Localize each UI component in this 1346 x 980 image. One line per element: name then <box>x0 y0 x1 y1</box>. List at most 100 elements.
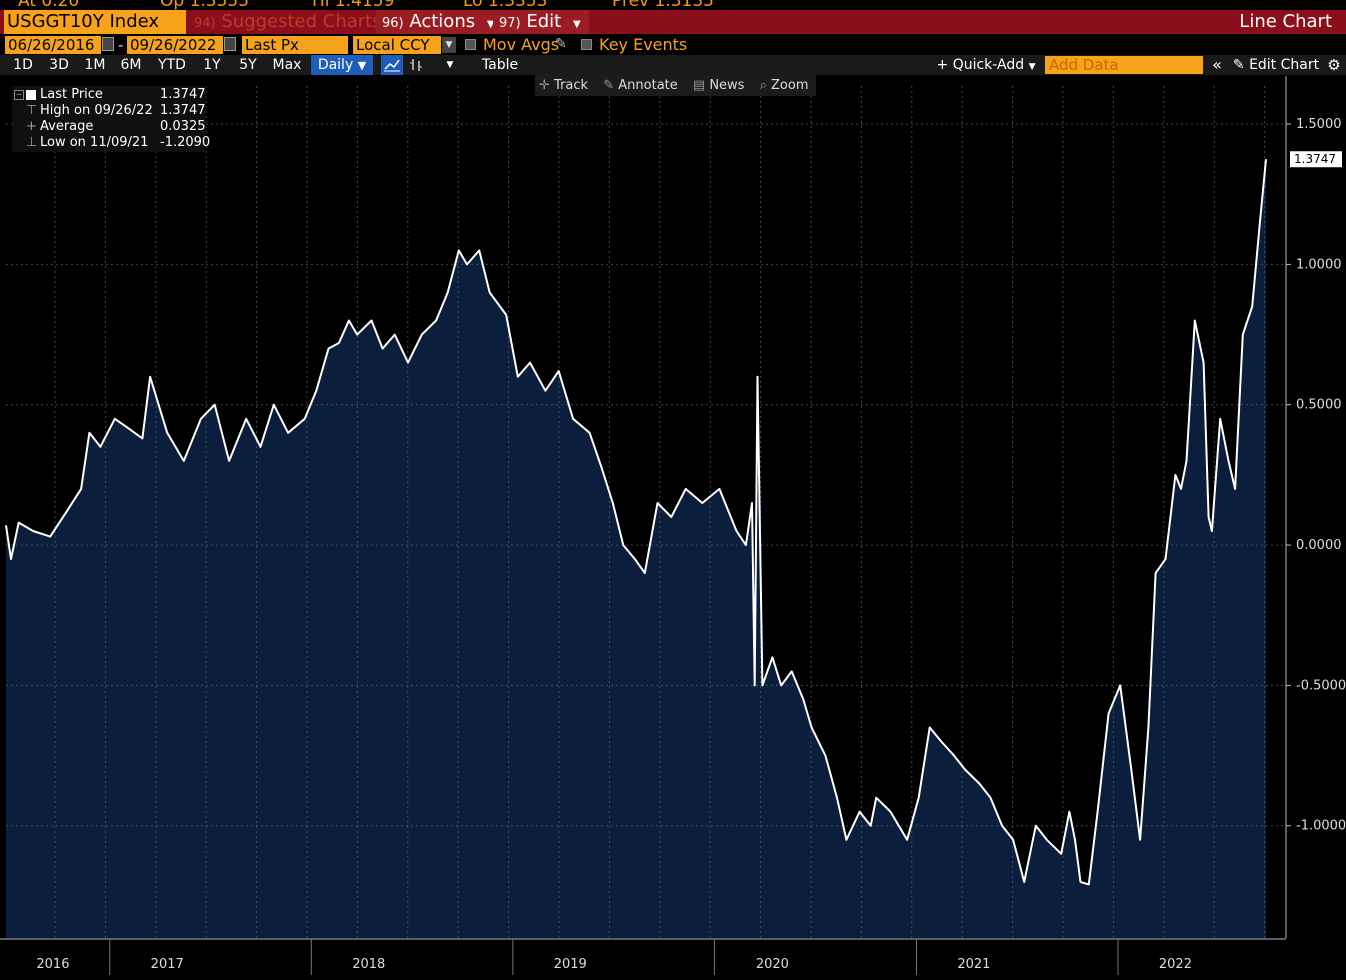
average-marker-icon: + <box>26 119 37 134</box>
quote-prev: Prev 1.3135 <box>612 0 714 11</box>
quote-high: Hi 1.4159 <box>312 0 395 11</box>
news-tool[interactable]: ▤ News <box>689 78 752 93</box>
key-events-checkbox[interactable] <box>581 39 592 50</box>
zoom-icon: ⌕ <box>759 78 767 93</box>
plus-icon: + <box>936 57 949 73</box>
zoom-tool[interactable]: ⌕ Zoom <box>756 78 816 93</box>
range-1m[interactable]: 1M <box>84 57 106 73</box>
chart-style-dropdown-icon[interactable]: ▼ <box>446 60 454 70</box>
x-tick-label: 2016 <box>36 957 69 972</box>
frequency-label: Daily <box>317 57 354 73</box>
currency-selector[interactable]: Local CCY <box>353 36 441 54</box>
actions-number: 96) <box>382 16 404 31</box>
legend-last-price-label: Last Price <box>40 87 103 102</box>
mov-avgs-label: Mov Avgs <box>483 35 560 54</box>
legend-collapse-icon[interactable]: − <box>14 90 24 100</box>
legend-last-price-value: 1.3747 <box>160 87 206 102</box>
range-5y[interactable]: 5Y <box>239 57 257 73</box>
edit-chart-label: Edit Chart <box>1249 57 1320 73</box>
edit-chart-button[interactable]: ✎ Edit Chart <box>1232 55 1320 75</box>
quick-add-label: Quick-Add <box>952 57 1025 73</box>
edit-dropdown-icon: ▼ <box>572 19 581 30</box>
x-tick-label: 2020 <box>756 957 789 972</box>
legend: − Last Price 1.3747 ⊤ High on 09/26/22 1… <box>12 86 210 152</box>
table-button[interactable]: Table <box>481 57 519 73</box>
range-1y[interactable]: 1Y <box>203 57 221 73</box>
actions-dropdown-icon: ▼ <box>486 19 495 30</box>
edit-number: 97) <box>499 16 521 31</box>
currency-dropdown-icon[interactable]: ▼ <box>442 37 456 53</box>
legend-high-value: 1.3747 <box>160 103 206 118</box>
legend-high-label: High on 09/26/22 <box>40 103 153 118</box>
legend-row-high: ⊤ High on 09/26/22 1.3747 <box>12 103 206 119</box>
bar-chart-icon[interactable] <box>406 55 428 75</box>
suggested-charts-menu[interactable]: 94) Suggested Charts <box>194 10 382 34</box>
zoom-label: Zoom <box>771 78 809 93</box>
line-chart-icon[interactable] <box>381 55 403 75</box>
last-value-label: 1.3747 <box>1294 152 1336 166</box>
legend-row-low: ⊥ Low on 11/09/21 -1.2090 <box>12 135 210 151</box>
x-tick-label: 2017 <box>151 957 184 972</box>
legend-swatch <box>26 90 36 100</box>
x-tick-label: 2019 <box>554 957 587 972</box>
edit-menu[interactable]: 97) Edit ▼ <box>493 10 589 34</box>
end-calendar-icon[interactable] <box>224 37 236 51</box>
track-label: Track <box>554 78 589 93</box>
y-tick-label: 1.5000 <box>1296 117 1342 132</box>
actions-menu[interactable]: 96) Actions ▼ <box>376 10 503 34</box>
start-calendar-icon[interactable] <box>102 37 114 51</box>
legend-row-last-price: − Last Price 1.3747 <box>12 87 206 103</box>
news-label: News <box>709 78 745 93</box>
last-value-box <box>1290 151 1342 168</box>
pencil-icon[interactable]: ✎ <box>555 36 567 52</box>
add-data-input[interactable]: Add Data <box>1045 56 1203 74</box>
mov-avgs-checkbox[interactable] <box>465 39 476 50</box>
quick-add-button[interactable]: + Quick-Add ▼ <box>934 55 1038 75</box>
y-tick-label: -0.5000 <box>1296 678 1346 693</box>
header-bar <box>0 10 1346 34</box>
start-date-field[interactable]: 06/26/2016 <box>5 36 101 54</box>
quote-at: At 0.20 <box>18 0 80 11</box>
y-tick-label: -1.0000 <box>1296 819 1346 834</box>
y-tick-label: 1.0000 <box>1296 257 1342 272</box>
x-tick-label: 2021 <box>957 957 990 972</box>
range-6m[interactable]: 6M <box>120 57 142 73</box>
news-icon: ▤ <box>692 78 706 93</box>
range-ytd[interactable]: YTD <box>158 57 186 73</box>
legend-low-label: Low on 11/09/21 <box>40 135 149 150</box>
actions-label: Actions <box>409 11 476 32</box>
quick-add-dropdown-icon: ▼ <box>1028 62 1036 72</box>
suggested-charts-label: Suggested Charts <box>221 11 382 32</box>
quote-low: Lo 1.3353 <box>463 0 548 11</box>
y-tick-label: 0.5000 <box>1296 398 1342 413</box>
field-selector[interactable]: Last Px <box>242 36 348 54</box>
gear-icon[interactable]: ⚙ <box>1327 56 1341 74</box>
x-tick-label: 2022 <box>1159 957 1192 972</box>
edit-label: Edit <box>526 11 562 32</box>
chart-tools-bar: ✛ Track ✎ Annotate ▤ News ⌕ Zoom <box>535 75 816 96</box>
high-marker-icon: ⊤ <box>26 103 38 118</box>
annotate-tool[interactable]: ✎ Annotate <box>599 78 685 93</box>
x-tick-label: 2018 <box>352 957 385 972</box>
track-tool[interactable]: ✛ Track <box>535 78 595 93</box>
collapse-icon[interactable]: « <box>1212 55 1222 74</box>
y-tick-label: 0.0000 <box>1296 538 1342 553</box>
annotate-label: Annotate <box>618 78 678 93</box>
range-3d[interactable]: 3D <box>49 57 69 73</box>
series-line <box>5 159 1267 886</box>
legend-row-average: + Average 0.0325 <box>12 119 206 135</box>
frequency-dropdown-icon: ▼ <box>357 59 367 72</box>
crosshair-icon: ✛ <box>539 78 550 93</box>
end-date-field[interactable]: 09/26/2022 <box>127 36 223 54</box>
legend-average-value: 0.0325 <box>160 119 206 134</box>
legend-average-label: Average <box>40 119 94 134</box>
chart-type-label: Line Chart <box>1239 11 1332 32</box>
date-separator: - <box>118 36 124 54</box>
frequency-selector[interactable]: Daily ▼ <box>311 55 373 75</box>
range-max[interactable]: Max <box>272 57 302 73</box>
quote-bar: At 0.20 Op 1.3555 Hi 1.4159 Lo 1.3353 Pr… <box>0 0 1346 11</box>
ticker-field[interactable]: USGGT10Y Index <box>4 10 186 34</box>
range-1d[interactable]: 1D <box>13 57 33 73</box>
low-marker-icon: ⊥ <box>26 135 38 150</box>
